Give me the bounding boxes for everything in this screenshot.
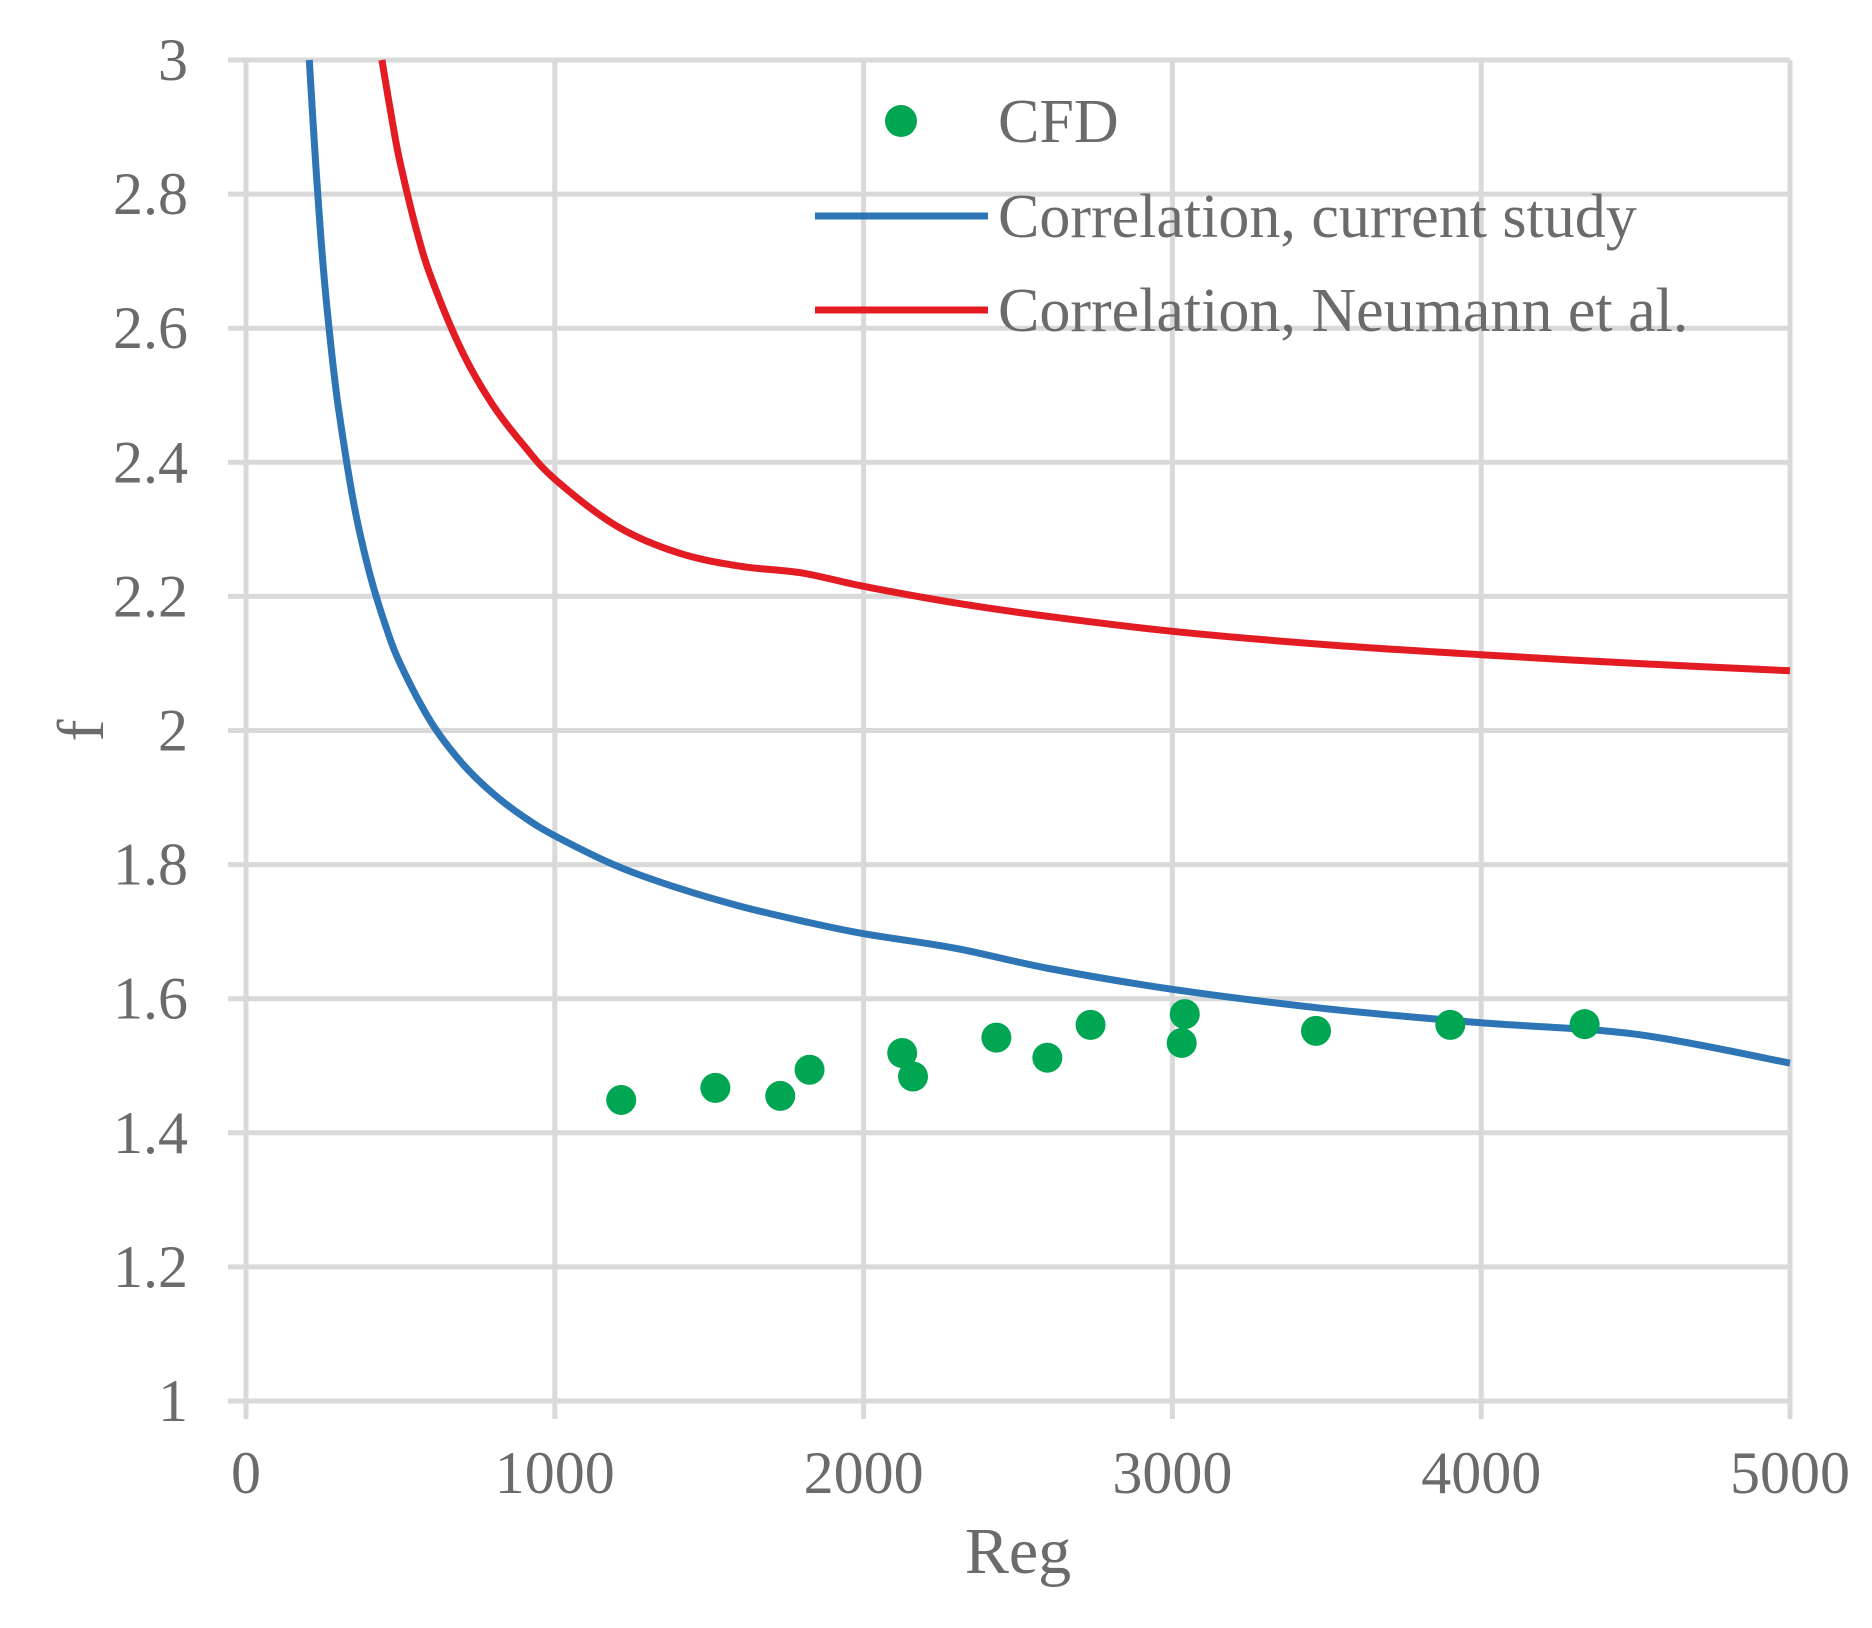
y-tick-label: 3 bbox=[158, 27, 188, 93]
x-tick-labels: 0 1000 2000 3000 4000 5000 bbox=[231, 1440, 1850, 1506]
cfd-point bbox=[1075, 1009, 1106, 1040]
y-tick-label: 2.8 bbox=[113, 161, 188, 227]
cfd-point bbox=[887, 1038, 918, 1069]
legend-label-cfd: CFD bbox=[998, 88, 1119, 156]
cfd-point bbox=[794, 1054, 825, 1085]
x-tick-label: 2000 bbox=[804, 1440, 924, 1506]
cfd-point bbox=[1169, 999, 1200, 1030]
legend-label-current-study: Correlation, current study bbox=[998, 183, 1637, 251]
cfd-point bbox=[1435, 1009, 1466, 1040]
plot-series bbox=[305, 59, 1791, 1115]
y-tick-label: 2.6 bbox=[113, 295, 188, 361]
horizontal-gridlines bbox=[246, 57, 1790, 1270]
legend-label-neumann: Correlation, Neumann et al. bbox=[998, 277, 1688, 345]
x-tick-label: 0 bbox=[231, 1440, 261, 1506]
y-tick-label: 1.8 bbox=[113, 832, 188, 898]
cfd-point bbox=[765, 1080, 796, 1111]
x-tick-label: 5000 bbox=[1730, 1440, 1850, 1506]
series-line-2 bbox=[378, 59, 1791, 675]
cfd-point bbox=[700, 1072, 731, 1103]
y-tick-labels: 1 1.2 1.4 1.6 1.8 2 2.2 2.4 2.6 2.8 3 bbox=[113, 27, 188, 1434]
cfd-point bbox=[1569, 1009, 1600, 1040]
x-tick-label: 3000 bbox=[1112, 1440, 1232, 1506]
cfd-point bbox=[898, 1061, 929, 1092]
axes bbox=[228, 57, 1793, 1419]
x-tick-label: 1000 bbox=[495, 1440, 615, 1506]
cfd-point bbox=[981, 1022, 1012, 1053]
cfd-point bbox=[1166, 1027, 1197, 1058]
y-tick-label: 1.4 bbox=[113, 1100, 188, 1166]
y-tick-label: 1.6 bbox=[113, 966, 188, 1032]
cfd-point bbox=[1032, 1042, 1063, 1073]
y-axis-title: f bbox=[45, 719, 118, 741]
x-tick-label: 4000 bbox=[1421, 1440, 1541, 1506]
legend: CFD Correlation, current study Correlati… bbox=[815, 88, 1688, 345]
y-tick-label: 2.2 bbox=[113, 563, 188, 629]
y-tick-label: 2.4 bbox=[113, 429, 188, 495]
y-tick-label: 1 bbox=[158, 1368, 188, 1434]
y-tick-label: 2 bbox=[158, 698, 188, 764]
cfd-point bbox=[606, 1084, 637, 1115]
legend-marker-cfd bbox=[885, 105, 917, 137]
y-tick-label: 1.2 bbox=[113, 1234, 188, 1300]
cfd-point bbox=[1300, 1015, 1331, 1046]
x-axis-title: Reg bbox=[965, 1515, 1071, 1588]
series-line-1 bbox=[305, 59, 1791, 1067]
